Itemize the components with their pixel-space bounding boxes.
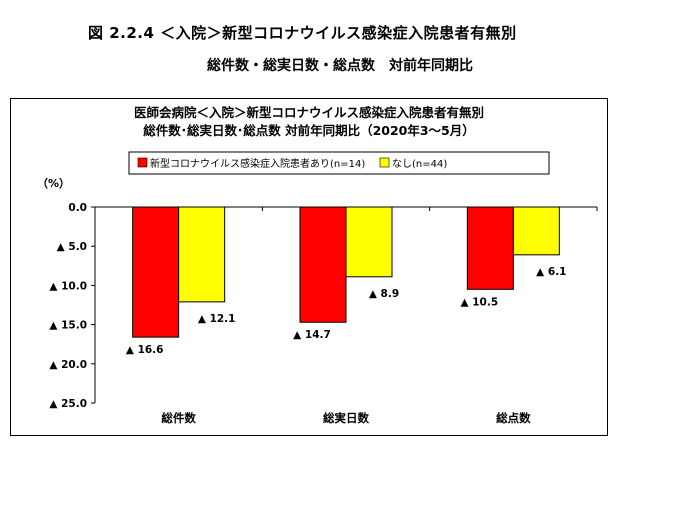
y-tick-label: 0.0 [68, 202, 87, 214]
legend-label-covid: 新型コロナウイルス感染症入院患者あり(n=14) [150, 157, 365, 170]
chart-title: 医師会病院＜入院＞新型コロナウイルス感染症入院患者有無別 [134, 105, 484, 120]
bar [178, 206, 226, 303]
figure-subtitle: 総件数・総実日数・総点数 対前年同期比 [207, 58, 473, 74]
data-label: ▲ 6.1 [536, 266, 566, 278]
data-label: ▲ 8.9 [369, 288, 399, 300]
chart-subtitle: 総件数･総実日数･総点数 対前年同期比（2020年3～5月） [143, 123, 475, 138]
x-category-label: 総点数 [496, 411, 531, 425]
y-axis-unit: （%） [37, 177, 70, 190]
y-tick-label: ▲ 25.0 [49, 398, 87, 410]
plot-area: 0.0 ▲ 5.0 ▲ 10.0 ▲ 15.0 ▲ 20.0 ▲ 25.0 ▲ 16.6 ▲ … [49, 202, 598, 425]
legend-swatch-covid [137, 157, 148, 168]
data-label: ▲ 10.5 [461, 296, 499, 308]
data-label: ▲ 16.6 [126, 344, 164, 356]
data-label: ▲ 14.7 [293, 329, 331, 341]
bar [512, 206, 560, 256]
bar [345, 206, 393, 278]
legend-label-none: なし(n=44) [392, 158, 447, 170]
chart-frame: 医師会病院＜入院＞新型コロナウイルス感染症入院患者有無別 総件数･総実日数･総点… [10, 98, 608, 436]
y-tick-label: ▲ 10.0 [49, 280, 87, 292]
legend-swatch-none [379, 157, 390, 168]
bar [466, 206, 514, 290]
bar-chart: 医師会病院＜入院＞新型コロナウイルス感染症入院患者有無別 総件数･総実日数･総点… [37, 105, 598, 425]
bar [299, 206, 347, 323]
y-tick-label: ▲ 15.0 [49, 320, 87, 332]
figure-title: 図 2.2.4 ＜入院＞新型コロナウイルス感染症入院患者有無別 [88, 24, 517, 42]
y-tick-label: ▲ 5.0 [57, 241, 87, 253]
x-category-label: 総件数 [161, 411, 196, 425]
data-label: ▲ 12.1 [198, 313, 236, 325]
legend-box [128, 151, 550, 175]
x-category-label: 総実日数 [323, 411, 369, 425]
y-tick-label: ▲ 20.0 [49, 359, 87, 371]
bar [132, 206, 180, 338]
